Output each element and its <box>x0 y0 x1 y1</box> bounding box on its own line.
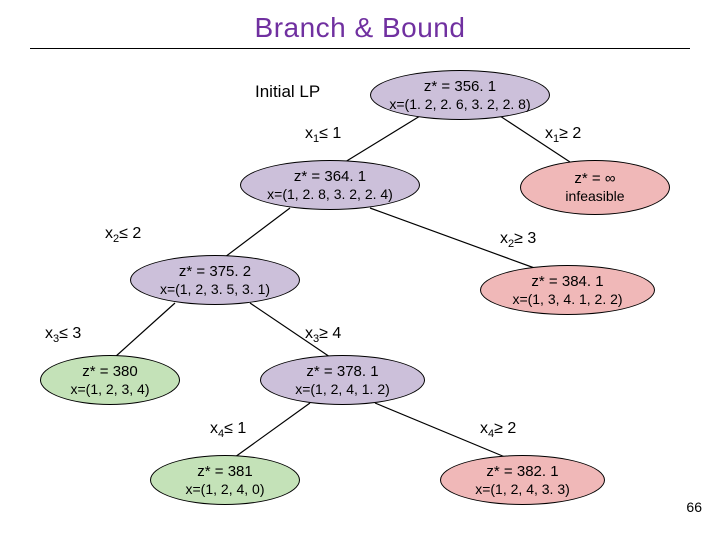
node-z-value: z* = 384. 1 <box>531 273 603 291</box>
node-z-value: z* = 381 <box>197 463 252 481</box>
bb-node-LR: z* = 384. 1x=(1, 3, 4. 1, 2. 2) <box>480 265 655 315</box>
node-x-value: x=(1, 2, 3. 5, 3. 1) <box>160 281 270 298</box>
node-x-value: x=(1. 2, 2. 6, 3. 2, 2. 8) <box>389 96 530 113</box>
node-z-value: z* = 378. 1 <box>306 363 378 381</box>
node-x-value: x=(1, 2, 4, 3. 3) <box>475 481 570 498</box>
node-z-value: z* = 364. 1 <box>294 168 366 186</box>
page-number: 66 <box>686 499 702 515</box>
title-rule <box>30 48 690 49</box>
node-z-value: z* = 380 <box>82 363 137 381</box>
tree-edge <box>225 208 290 257</box>
bb-node-LLRl: z* = 381x=(1, 2, 4, 0) <box>150 455 300 505</box>
node-x-value: x=(1, 2, 3, 4) <box>71 381 150 398</box>
node-x-value: x=(1, 2. 8, 3. 2, 2. 4) <box>267 186 393 203</box>
node-x-value: infeasible <box>565 188 624 205</box>
branch-label-x3le3: x3≤ 3 <box>45 325 81 345</box>
node-x-value: x=(1, 2, 4, 0) <box>186 481 265 498</box>
node-x-value: x=(1, 3, 4. 1, 2. 2) <box>512 291 622 308</box>
bb-node-LLR: z* = 378. 1x=(1, 2, 4, 1. 2) <box>260 355 425 405</box>
bb-node-L: z* = 364. 1x=(1, 2. 8, 3. 2, 2. 4) <box>240 160 420 210</box>
tree-edge <box>345 116 420 162</box>
branch-label-x1le1: x1≤ 1 <box>305 125 341 145</box>
branch-label-x4ge2: x4≥ 2 <box>480 420 516 440</box>
bb-node-LLL: z* = 380x=(1, 2, 3, 4) <box>40 355 180 405</box>
initial-lp-label: Initial LP <box>255 82 320 102</box>
branch-label-x2ge3: x2≥ 3 <box>500 230 536 250</box>
bb-node-root: z* = 356. 1x=(1. 2, 2. 6, 3. 2, 2. 8) <box>370 70 550 120</box>
node-z-value: z* = 375. 2 <box>179 263 251 281</box>
bb-node-LLRr: z* = 382. 1x=(1, 2, 4, 3. 3) <box>440 455 605 505</box>
node-z-value: z* = ∞ <box>574 170 615 188</box>
branch-label-x3ge4: x3≥ 4 <box>305 325 341 345</box>
tree-edge <box>115 303 175 357</box>
branch-label-x2le2: x2≤ 2 <box>105 225 141 245</box>
node-z-value: z* = 356. 1 <box>424 78 496 96</box>
bb-node-R: z* = ∞infeasible <box>520 160 670 215</box>
branch-label-x1ge2: x1≥ 2 <box>545 125 581 145</box>
branch-label-x4le1: x4≤ 1 <box>210 420 246 440</box>
node-z-value: z* = 382. 1 <box>486 463 558 481</box>
diagram-canvas: Branch & Bound Initial LP z* = 356. 1x=(… <box>0 0 720 540</box>
tree-edge <box>235 403 310 457</box>
bb-node-LL: z* = 375. 2x=(1, 2, 3. 5, 3. 1) <box>130 255 300 305</box>
page-title: Branch & Bound <box>0 12 720 44</box>
node-x-value: x=(1, 2, 4, 1. 2) <box>295 381 390 398</box>
